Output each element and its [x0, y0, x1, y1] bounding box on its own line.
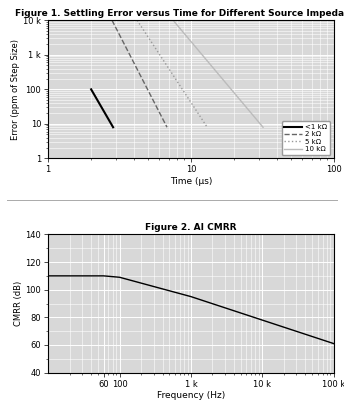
Y-axis label: CMRR (dB): CMRR (dB): [14, 281, 23, 326]
Y-axis label: Error (ppm of Step Size): Error (ppm of Step Size): [11, 39, 20, 140]
X-axis label: Frequency (Hz): Frequency (Hz): [157, 391, 225, 400]
Text: Figure 1.: Figure 1.: [0, 404, 1, 405]
Legend: <1 kΩ, 2 kΩ, 5 kΩ, 10 kΩ: <1 kΩ, 2 kΩ, 5 kΩ, 10 kΩ: [282, 121, 330, 155]
X-axis label: Time (μs): Time (μs): [170, 177, 212, 186]
Text: Figure 1. Settling Error versus Time for Different Source Impedances: Figure 1. Settling Error versus Time for…: [36, 9, 344, 17]
Title: Figure 1. Settling Error versus Time for Different Source Impedances: Figure 1. Settling Error versus Time for…: [15, 9, 344, 18]
Title: Figure 2. AI CMRR: Figure 2. AI CMRR: [145, 223, 237, 232]
